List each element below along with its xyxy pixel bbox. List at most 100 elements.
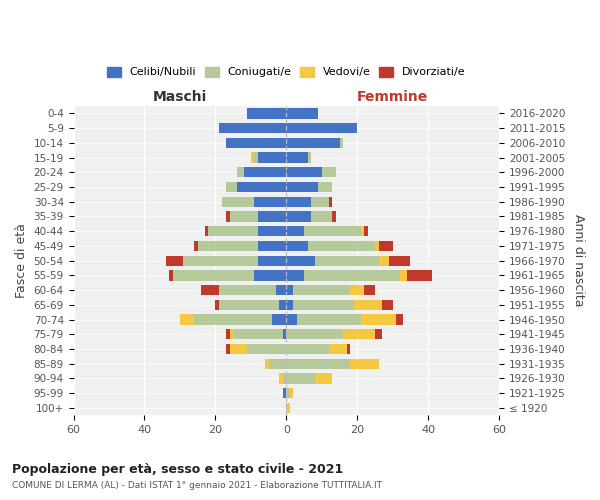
Bar	[314, 374, 332, 384]
Bar	[382, 300, 392, 310]
Bar	[286, 388, 290, 398]
Bar	[244, 167, 286, 177]
Bar	[226, 329, 230, 340]
Bar	[350, 358, 379, 369]
Bar	[286, 344, 329, 354]
Bar	[364, 285, 375, 296]
Bar	[180, 314, 194, 324]
Bar	[269, 358, 286, 369]
Bar	[286, 212, 311, 222]
Y-axis label: Fasce di età: Fasce di età	[15, 223, 28, 298]
Bar	[208, 226, 258, 236]
Bar	[283, 329, 286, 340]
Bar	[219, 123, 286, 134]
Bar	[286, 167, 322, 177]
Bar	[247, 108, 286, 118]
Bar	[311, 196, 329, 207]
Bar	[258, 256, 286, 266]
Bar	[375, 329, 382, 340]
Bar	[379, 256, 389, 266]
Bar	[286, 196, 311, 207]
Bar	[223, 196, 254, 207]
Bar	[304, 270, 400, 280]
Bar	[286, 226, 304, 236]
Bar	[194, 241, 197, 251]
Bar	[286, 329, 343, 340]
Bar	[329, 344, 347, 354]
Bar	[353, 300, 382, 310]
Bar	[396, 314, 403, 324]
Bar	[254, 196, 286, 207]
Bar	[166, 256, 184, 266]
Bar	[283, 388, 286, 398]
Bar	[329, 196, 332, 207]
Bar	[230, 212, 258, 222]
Bar	[293, 300, 353, 310]
Bar	[314, 256, 379, 266]
Bar	[258, 241, 286, 251]
Bar	[230, 344, 247, 354]
Bar	[375, 241, 379, 251]
Bar	[308, 241, 375, 251]
Bar	[332, 212, 336, 222]
Bar	[343, 329, 375, 340]
Bar	[400, 270, 407, 280]
Bar	[286, 256, 314, 266]
Bar	[286, 123, 357, 134]
Bar	[219, 300, 279, 310]
Bar	[226, 212, 230, 222]
Bar	[230, 329, 233, 340]
Bar	[258, 226, 286, 236]
Bar	[297, 314, 361, 324]
Bar	[350, 285, 364, 296]
Bar	[286, 285, 293, 296]
Bar	[275, 285, 286, 296]
Bar	[247, 344, 286, 354]
Bar	[205, 226, 208, 236]
Bar	[279, 374, 283, 384]
Bar	[226, 138, 286, 148]
Bar	[286, 358, 350, 369]
Bar	[283, 374, 286, 384]
Bar	[236, 167, 244, 177]
Bar	[194, 314, 272, 324]
Legend: Celibi/Nubili, Coniugati/e, Vedovi/e, Divorziati/e: Celibi/Nubili, Coniugati/e, Vedovi/e, Di…	[103, 62, 470, 82]
Bar	[184, 256, 258, 266]
Bar	[407, 270, 432, 280]
Bar	[279, 300, 286, 310]
Bar	[286, 241, 308, 251]
Bar	[340, 138, 343, 148]
Bar	[304, 226, 361, 236]
Bar	[379, 241, 392, 251]
Bar	[286, 270, 304, 280]
Bar	[226, 344, 230, 354]
Bar	[251, 152, 254, 162]
Bar	[254, 152, 258, 162]
Bar	[258, 152, 286, 162]
Bar	[265, 358, 269, 369]
Bar	[197, 241, 258, 251]
Bar	[361, 226, 364, 236]
Bar	[286, 138, 340, 148]
Text: Popolazione per età, sesso e stato civile - 2021: Popolazione per età, sesso e stato civil…	[12, 462, 343, 475]
Bar	[347, 344, 350, 354]
Bar	[286, 152, 308, 162]
Bar	[258, 212, 286, 222]
Bar	[361, 314, 396, 324]
Bar	[169, 270, 173, 280]
Bar	[286, 300, 293, 310]
Bar	[290, 388, 293, 398]
Bar	[236, 182, 286, 192]
Bar	[226, 182, 236, 192]
Bar	[286, 374, 314, 384]
Text: Femmine: Femmine	[357, 90, 428, 104]
Text: Maschi: Maschi	[153, 90, 207, 104]
Bar	[286, 403, 290, 413]
Y-axis label: Anni di nascita: Anni di nascita	[572, 214, 585, 307]
Text: COMUNE DI LERMA (AL) - Dati ISTAT 1° gennaio 2021 - Elaborazione TUTTITALIA.IT: COMUNE DI LERMA (AL) - Dati ISTAT 1° gen…	[12, 481, 382, 490]
Bar	[201, 285, 219, 296]
Bar	[389, 256, 410, 266]
Bar	[219, 285, 275, 296]
Bar	[215, 300, 219, 310]
Bar	[311, 212, 332, 222]
